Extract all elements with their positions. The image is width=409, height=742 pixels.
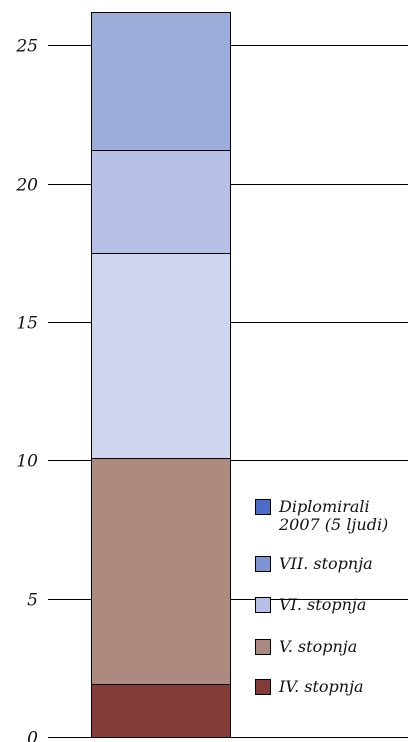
legend-label: IV. stopnja xyxy=(278,677,364,696)
legend-label: VI. stopnja xyxy=(279,595,366,614)
y-tick-label: 25 xyxy=(15,37,38,57)
bar-segment xyxy=(91,684,231,738)
legend-label: Diplomirali xyxy=(278,497,370,516)
legend-swatch xyxy=(255,639,271,655)
y-axis-ticks: 0 5 10 15 20 25 xyxy=(15,37,38,742)
legend-swatch xyxy=(255,499,271,515)
bar-segment xyxy=(91,12,231,151)
y-tick-label: 20 xyxy=(15,176,38,196)
legend-swatch xyxy=(255,679,271,695)
y-tick-label: 10 xyxy=(16,452,38,472)
y-tick-label: 5 xyxy=(27,591,38,611)
legend-label: VII. stopnja xyxy=(279,554,373,573)
bar-segment xyxy=(91,150,231,254)
legend-label: 2007 (5 ljudi) xyxy=(278,515,388,534)
legend-label: V. stopnja xyxy=(279,637,357,656)
bar-segment xyxy=(91,253,231,459)
bar-segment xyxy=(91,458,231,685)
legend-swatch xyxy=(255,597,271,613)
y-tick-label: 0 xyxy=(27,729,38,742)
y-tick-label: 15 xyxy=(16,314,38,334)
stacked-bar xyxy=(91,12,231,738)
legend-swatch xyxy=(255,556,271,572)
